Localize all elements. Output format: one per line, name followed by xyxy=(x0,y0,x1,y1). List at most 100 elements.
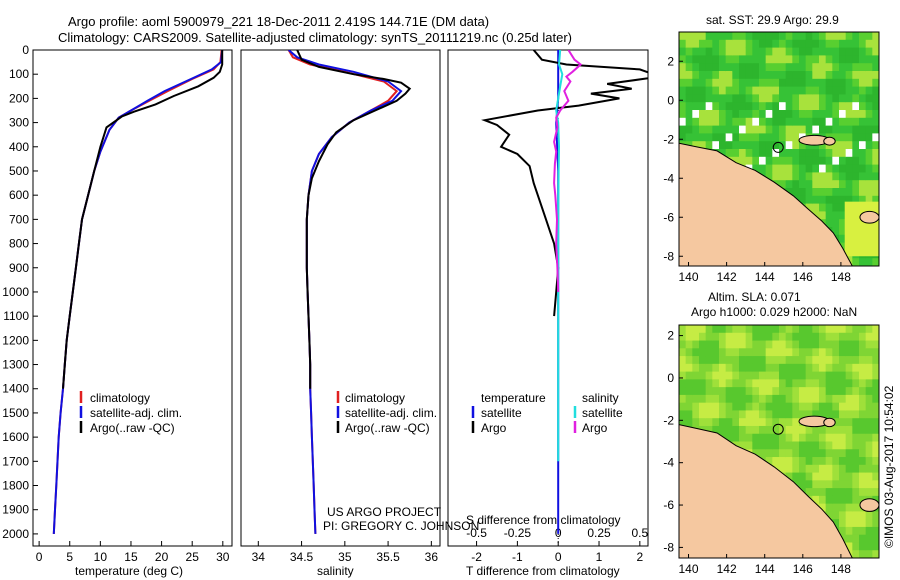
field-cell xyxy=(852,39,860,49)
field-cell xyxy=(859,86,867,95)
field-cell xyxy=(852,433,860,442)
field-cell xyxy=(752,102,760,111)
field-cell xyxy=(779,425,787,435)
field-cell xyxy=(872,457,879,466)
field-cell xyxy=(692,363,700,373)
field-cell xyxy=(859,488,867,497)
field-cell xyxy=(839,371,847,380)
field-cell xyxy=(739,94,747,103)
field-cell xyxy=(759,55,767,64)
field-cell xyxy=(845,141,853,150)
field-cell xyxy=(732,418,740,427)
field-cell xyxy=(785,371,793,380)
depth-tick-label: 1100 xyxy=(3,309,29,323)
field-cell xyxy=(739,32,747,41)
field-cell xyxy=(872,371,879,380)
field-cell xyxy=(839,503,847,512)
field-cell xyxy=(685,47,693,56)
field-cell xyxy=(792,133,800,142)
field-cell xyxy=(752,63,760,72)
field-cell xyxy=(819,464,827,474)
field-cell xyxy=(785,102,793,111)
field-cell xyxy=(825,164,833,173)
t-difference-axis-label: T difference from climatology xyxy=(466,564,620,578)
field-cell xyxy=(812,325,820,334)
field-cell xyxy=(792,102,800,111)
field-cell xyxy=(725,141,733,150)
field-cell xyxy=(852,125,860,134)
field-cell xyxy=(705,418,713,427)
field-cell xyxy=(872,534,879,543)
field-cell xyxy=(785,356,793,365)
field-cell xyxy=(852,387,860,396)
field-cell xyxy=(832,32,840,41)
field-cell xyxy=(739,433,747,442)
argo-position-marker xyxy=(772,141,784,153)
field-cell xyxy=(872,102,879,111)
field-cell xyxy=(865,418,873,427)
field-cell xyxy=(845,164,853,173)
field-cell xyxy=(765,47,773,56)
field-cell xyxy=(719,394,727,404)
field-cell xyxy=(865,110,873,119)
field-cell xyxy=(732,133,740,142)
field-cell xyxy=(712,363,720,373)
field-cell xyxy=(845,102,853,111)
map-y-tick-label: 2 xyxy=(667,54,674,68)
field-cell xyxy=(872,71,879,80)
field-cell xyxy=(692,47,700,56)
field-cell xyxy=(852,519,860,528)
field-cell xyxy=(792,71,800,80)
field-cell xyxy=(692,63,700,72)
field-cell xyxy=(819,410,827,419)
field-cell xyxy=(765,149,773,158)
field-cell xyxy=(872,110,879,119)
temperature-plot: 0 5 10 15 20 25 30 xyxy=(36,50,230,564)
field-cell xyxy=(832,503,840,512)
field-cell xyxy=(765,457,773,466)
field-cell xyxy=(779,325,787,334)
field-cell xyxy=(865,519,873,528)
field-cell xyxy=(805,125,813,134)
field-cell xyxy=(819,71,827,80)
field-cell xyxy=(779,356,787,365)
field-cell xyxy=(719,94,727,103)
field-cell xyxy=(679,402,687,411)
depth-tick-label: 800 xyxy=(9,237,29,251)
field-cell xyxy=(799,441,807,450)
field-cell xyxy=(819,394,827,404)
field-cell xyxy=(712,110,720,119)
field-cell xyxy=(865,156,873,166)
field-cell xyxy=(805,39,813,49)
field-cell xyxy=(745,433,753,442)
sla-map-subtitle: Argo h1000: 0.029 h2000: NaN xyxy=(691,305,857,319)
field-cell xyxy=(685,371,693,380)
field-cell xyxy=(865,356,873,365)
field-cell xyxy=(719,410,727,419)
field-cell xyxy=(745,39,753,49)
top-tick-label: 0.25 xyxy=(587,526,611,540)
field-cell xyxy=(719,348,727,357)
field-cell xyxy=(799,55,807,64)
field-cell xyxy=(772,141,780,150)
field-cell xyxy=(852,356,860,365)
field-cell xyxy=(719,55,727,64)
field-cell xyxy=(705,71,713,80)
field-cell xyxy=(752,32,760,41)
depth-tick-label: 1600 xyxy=(2,430,29,444)
field-cell xyxy=(752,441,760,450)
field-cell xyxy=(852,464,860,474)
field-cell xyxy=(772,156,780,166)
field-cell xyxy=(772,340,780,349)
field-cell xyxy=(679,340,687,349)
field-cell xyxy=(719,325,727,334)
field-cell xyxy=(872,418,879,427)
field-cell xyxy=(719,418,727,427)
map-y-tick-label: -8 xyxy=(663,540,674,554)
field-cell xyxy=(859,418,867,427)
field-cell xyxy=(725,39,733,49)
field-cell xyxy=(772,363,780,373)
field-cell xyxy=(819,188,827,197)
field-cell xyxy=(859,195,867,205)
field-cell xyxy=(859,94,867,103)
